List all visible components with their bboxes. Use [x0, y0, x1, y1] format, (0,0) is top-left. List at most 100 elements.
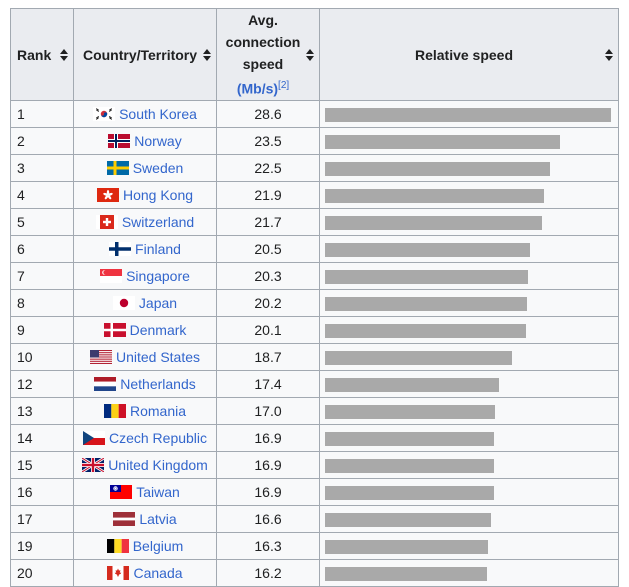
table-row: 3 Sweden 22.5 [10, 154, 619, 182]
speed-cell: 20.5 [216, 235, 320, 263]
relative-speed-cell [319, 532, 619, 560]
speed-value: 21.7 [254, 214, 282, 230]
country-link[interactable]: Finland [135, 241, 181, 257]
sort-icon[interactable] [203, 49, 211, 61]
speed-value: 17.4 [254, 376, 282, 392]
relative-speed-column-header[interactable]: Relative speed [319, 8, 619, 101]
country-link[interactable]: United Kingdom [108, 457, 208, 473]
speed-bar [325, 485, 494, 500]
country-link[interactable]: Denmark [129, 322, 187, 338]
rank-header-label: Rank [17, 46, 52, 63]
speed-value: 16.3 [254, 538, 282, 554]
table-row: 15 United Kingdom 16.9 [10, 451, 619, 479]
speed-bar [325, 242, 530, 257]
united-states-flag-icon[interactable] [89, 350, 112, 364]
united-kingdom-flag-icon[interactable] [82, 458, 105, 472]
speed-column-header[interactable]: Avg. connection speed (Mb/s)[2] [216, 8, 320, 101]
country-cell: Japan [73, 289, 217, 317]
rank-value: 6 [17, 241, 25, 257]
speed-value: 20.1 [254, 322, 282, 338]
country-link[interactable]: Sweden [132, 160, 184, 176]
relative-header-label: Relative speed [414, 46, 514, 63]
table-row: 6 Finland 20.5 [10, 235, 619, 263]
country-link[interactable]: Switzerland [121, 214, 195, 230]
country-link[interactable]: Belgium [132, 538, 184, 554]
romania-flag-icon[interactable] [103, 404, 126, 418]
speed-bar [325, 377, 499, 392]
relative-speed-cell [319, 343, 619, 371]
country-cell: Romania [73, 397, 217, 425]
south-korea-flag-icon[interactable] [93, 107, 116, 121]
speed-cell: 28.6 [216, 100, 320, 128]
country-link[interactable]: Japan [138, 295, 178, 311]
speed-cell: 20.2 [216, 289, 320, 317]
rank-column-header[interactable]: Rank [10, 8, 74, 101]
rank-cell: 2 [10, 127, 74, 155]
rank-value: 4 [17, 187, 25, 203]
sort-icon[interactable] [306, 49, 314, 61]
rank-cell: 9 [10, 316, 74, 344]
speed-cell: 23.5 [216, 127, 320, 155]
country-link[interactable]: Taiwan [136, 484, 180, 500]
rank-value: 2 [17, 133, 25, 149]
country-link[interactable]: United States [115, 349, 201, 365]
singapore-flag-icon[interactable] [100, 269, 123, 283]
table-row: 12 Netherlands 17.4 [10, 370, 619, 398]
speed-header-line1: Avg. [248, 12, 278, 29]
reference-link[interactable]: [2] [278, 80, 290, 92]
relative-speed-cell [319, 100, 619, 128]
country-link[interactable]: Norway [134, 133, 182, 149]
speed-unit-link[interactable]: (Mb/s) [236, 80, 279, 97]
relative-speed-cell [319, 478, 619, 506]
czech-republic-flag-icon[interactable] [82, 431, 105, 445]
rank-cell: 13 [10, 397, 74, 425]
speed-value: 18.7 [254, 349, 282, 365]
speed-cell: 16.2 [216, 559, 320, 587]
sweden-flag-icon[interactable] [106, 161, 129, 175]
sort-icon[interactable] [60, 49, 68, 61]
table-row: 10 United States 18.7 [10, 343, 619, 371]
rank-cell: 20 [10, 559, 74, 587]
denmark-flag-icon[interactable] [103, 323, 126, 337]
country-link[interactable]: Hong Kong [122, 187, 194, 203]
speed-value: 16.6 [254, 511, 282, 527]
switzerland-flag-icon[interactable] [95, 215, 118, 229]
speed-value: 20.5 [254, 241, 282, 257]
sort-icon[interactable] [605, 49, 613, 61]
country-link[interactable]: Canada [133, 565, 183, 581]
country-link[interactable]: Singapore [126, 268, 190, 284]
netherlands-flag-icon[interactable] [94, 377, 117, 391]
japan-flag-icon[interactable] [112, 296, 135, 310]
norway-flag-icon[interactable] [108, 134, 131, 148]
country-cell: Finland [73, 235, 217, 263]
rank-cell: 14 [10, 424, 74, 452]
latvia-flag-icon[interactable] [113, 512, 136, 526]
speed-bar [325, 539, 488, 554]
taiwan-flag-icon[interactable] [110, 485, 133, 499]
table-row: 16 Taiwan 16.9 [10, 478, 619, 506]
speed-cell: 22.5 [216, 154, 320, 182]
speed-cell: 16.9 [216, 451, 320, 479]
rank-cell: 15 [10, 451, 74, 479]
rank-value: 12 [17, 376, 33, 392]
country-link[interactable]: Latvia [139, 511, 177, 527]
country-link[interactable]: Netherlands [120, 376, 196, 392]
speed-value: 22.5 [254, 160, 282, 176]
speed-cell: 16.9 [216, 478, 320, 506]
country-link[interactable]: Romania [129, 403, 187, 419]
rank-value: 20 [17, 565, 33, 581]
country-header-label: Country/Territory [82, 46, 198, 63]
country-link[interactable]: South Korea [119, 106, 197, 122]
belgium-flag-icon[interactable] [106, 539, 129, 553]
speed-cell: 16.6 [216, 505, 320, 533]
rank-value: 17 [17, 511, 33, 527]
country-link[interactable]: Czech Republic [108, 430, 208, 446]
finland-flag-icon[interactable] [109, 242, 132, 256]
country-column-header[interactable]: Country/Territory [73, 8, 217, 101]
speed-cell: 20.3 [216, 262, 320, 290]
speed-value: 16.9 [254, 430, 282, 446]
table-row: 9 Denmark 20.1 [10, 316, 619, 344]
hong-kong-flag-icon[interactable] [96, 188, 119, 202]
rank-value: 9 [17, 322, 25, 338]
canada-flag-icon[interactable] [107, 566, 130, 580]
